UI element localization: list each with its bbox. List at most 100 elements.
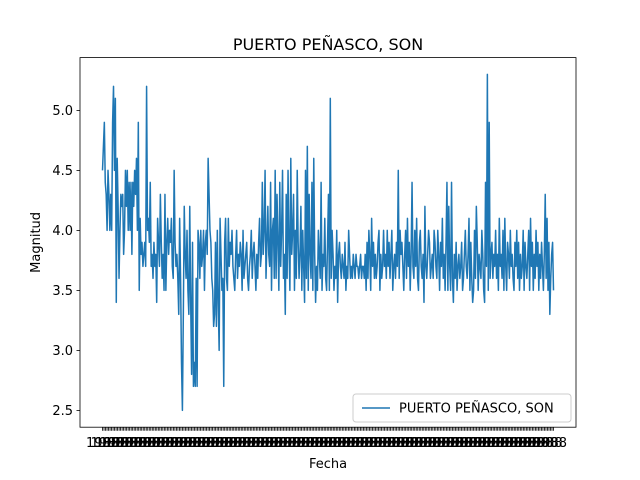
y-axis-label: Magnitud bbox=[29, 212, 44, 273]
x-tick-label: 1988 bbox=[357, 436, 390, 451]
x-tick-label: 1988 bbox=[362, 436, 395, 451]
x-tick-label: 1988 bbox=[529, 436, 562, 451]
x-tick-label: 1988 bbox=[303, 436, 336, 451]
x-axis-ticks: 1988198819881988198819881988198819881988… bbox=[86, 427, 567, 451]
x-tick-label: 1988 bbox=[262, 436, 295, 451]
x-tick-label: 1988 bbox=[122, 436, 155, 451]
x-tick-label: 1988 bbox=[249, 436, 282, 451]
x-tick-label: 1988 bbox=[195, 436, 228, 451]
x-tick-label: 1988 bbox=[222, 436, 255, 451]
x-tick-label: 1988 bbox=[154, 436, 187, 451]
x-tick-label: 1988 bbox=[439, 436, 472, 451]
x-tick-label: 1988 bbox=[258, 436, 291, 451]
x-tick-label: 1988 bbox=[380, 436, 413, 451]
x-tick-label: 1988 bbox=[131, 436, 164, 451]
y-tick-label: 4.5 bbox=[52, 164, 73, 179]
legend-box bbox=[352, 393, 572, 423]
x-tick-label: 1988 bbox=[204, 436, 237, 451]
x-tick-label: 1988 bbox=[412, 436, 445, 451]
x-tick-label: 1988 bbox=[317, 436, 350, 451]
chart-title: PUERTO PEÑASCO, SON bbox=[233, 35, 423, 54]
x-tick-label: 1988 bbox=[430, 436, 463, 451]
x-tick-label: 1988 bbox=[421, 436, 454, 451]
x-tick-label: 1988 bbox=[489, 436, 522, 451]
x-tick-label: 1988 bbox=[299, 436, 332, 451]
x-tick-label: 1988 bbox=[525, 436, 558, 451]
x-tick-label: 1988 bbox=[326, 436, 359, 451]
x-tick-label: 1988 bbox=[113, 436, 146, 451]
x-tick-label: 1988 bbox=[145, 436, 178, 451]
x-tick-label: 1988 bbox=[484, 436, 517, 451]
x-tick-label: 1988 bbox=[190, 436, 223, 451]
x-tick-label: 1988 bbox=[416, 436, 449, 451]
x-tick-label: 1988 bbox=[353, 436, 386, 451]
x-tick-label: 1988 bbox=[235, 436, 268, 451]
x-tick-label: 1988 bbox=[371, 436, 404, 451]
x-tick-label: 1988 bbox=[498, 436, 531, 451]
x-tick-label: 1988 bbox=[276, 436, 309, 451]
x-tick-label: 1988 bbox=[335, 436, 368, 451]
x-tick-label: 1988 bbox=[176, 436, 209, 451]
x-tick-label: 1988 bbox=[462, 436, 495, 451]
x-tick-label: 1988 bbox=[181, 436, 214, 451]
x-tick-label: 1988 bbox=[367, 436, 400, 451]
x-tick-label: 1988 bbox=[452, 436, 485, 451]
y-tick-label: 3.5 bbox=[52, 284, 73, 299]
x-tick-label: 1988 bbox=[172, 436, 205, 451]
x-tick-label: 1988 bbox=[167, 436, 200, 451]
x-tick-label: 1988 bbox=[511, 436, 544, 451]
x-tick-label: 1988 bbox=[330, 436, 363, 451]
x-tick-label: 1988 bbox=[240, 436, 273, 451]
series-line bbox=[101, 73, 555, 412]
x-tick-label: 1988 bbox=[376, 436, 409, 451]
x-tick-label: 1988 bbox=[231, 436, 264, 451]
x-tick-label: 1988 bbox=[493, 436, 526, 451]
x-tick-label: 1988 bbox=[398, 436, 431, 451]
x-tick-label: 1988 bbox=[502, 436, 535, 451]
x-tick-label: 1988 bbox=[294, 436, 327, 451]
x-axis-label: Fecha bbox=[309, 457, 347, 472]
x-tick-label: 1988 bbox=[308, 436, 341, 451]
y-tick-label: 2.5 bbox=[52, 404, 73, 419]
y-tick-label: 4.0 bbox=[52, 224, 73, 239]
x-tick-label: 1988 bbox=[434, 436, 467, 451]
x-tick-label: 1988 bbox=[104, 436, 137, 451]
x-tick-label: 1988 bbox=[95, 436, 128, 451]
x-tick-label: 1988 bbox=[534, 436, 567, 451]
x-tick-label: 1988 bbox=[109, 436, 142, 451]
x-tick-label: 1988 bbox=[217, 436, 250, 451]
x-tick-label: 1988 bbox=[140, 436, 173, 451]
x-tick-label: 1988 bbox=[244, 436, 277, 451]
x-tick-label: 1988 bbox=[158, 436, 191, 451]
x-tick-label: 1988 bbox=[443, 436, 476, 451]
x-tick-label: 1988 bbox=[285, 436, 318, 451]
y-tick-label: 5.0 bbox=[52, 104, 73, 119]
x-tick-label: 1988 bbox=[385, 436, 418, 451]
x-tick-label: 1988 bbox=[520, 436, 553, 451]
x-tick-label: 1988 bbox=[163, 436, 196, 451]
x-tick-label: 1988 bbox=[516, 436, 549, 451]
x-tick-label: 1988 bbox=[86, 436, 119, 451]
x-tick-label: 1988 bbox=[480, 436, 513, 451]
x-tick-label: 1988 bbox=[448, 436, 481, 451]
x-tick-label: 1988 bbox=[339, 436, 372, 451]
x-tick-label: 1988 bbox=[471, 436, 504, 451]
x-tick-label: 1988 bbox=[149, 436, 182, 451]
x-tick-label: 1988 bbox=[394, 436, 427, 451]
x-tick-label: 1988 bbox=[213, 436, 246, 451]
x-tick-label: 1988 bbox=[208, 436, 241, 451]
x-tick-label: 1988 bbox=[267, 436, 300, 451]
x-tick-label: 1988 bbox=[348, 436, 381, 451]
legend-label: PUERTO PEÑASCO, SON bbox=[399, 401, 554, 417]
plot-area-frame bbox=[79, 57, 577, 428]
x-tick-label: 1988 bbox=[507, 436, 540, 451]
x-tick-label: 1988 bbox=[271, 436, 304, 451]
x-tick-label: 1988 bbox=[290, 436, 323, 451]
y-tick-label: 3.0 bbox=[52, 344, 73, 359]
x-tick-label: 1988 bbox=[344, 436, 377, 451]
x-tick-label: 1988 bbox=[407, 436, 440, 451]
x-tick-label: 1988 bbox=[199, 436, 232, 451]
x-tick-label: 1988 bbox=[100, 436, 133, 451]
x-tick-label: 1988 bbox=[136, 436, 169, 451]
